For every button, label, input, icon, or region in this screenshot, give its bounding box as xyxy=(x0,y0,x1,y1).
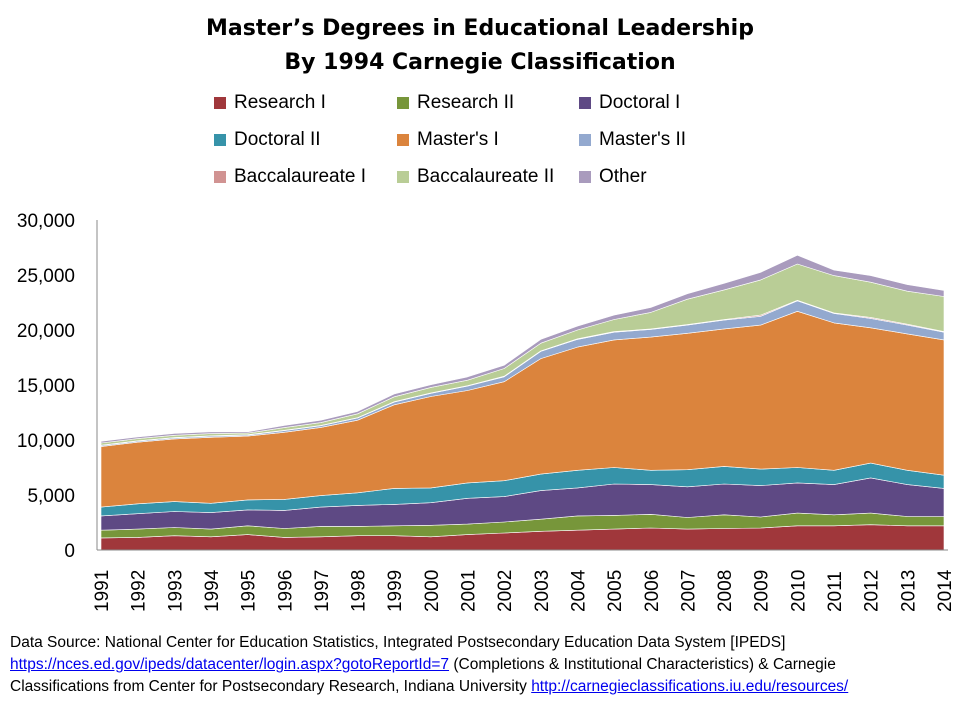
x-tick-label: 2003 xyxy=(532,570,553,612)
legend-item-baccalaureate-ii: Baccalaureate II xyxy=(397,166,554,188)
source-line-2: https://nces.ed.gov/ipeds/datacenter/log… xyxy=(10,654,955,676)
x-tick-label: 2008 xyxy=(715,570,736,612)
x-tick-label: 1996 xyxy=(275,570,296,612)
legend-item-other: Other xyxy=(579,166,647,188)
x-tick-label: 2002 xyxy=(495,570,516,612)
x-tick-label: 1999 xyxy=(385,570,406,612)
chart-plot: 0 5,000 10,000 15,000 20,000 25,000 30,000 1991… xyxy=(17,211,956,612)
area-series-other xyxy=(100,254,945,444)
legend-label: Master's II xyxy=(599,129,687,150)
x-tick-label: 1993 xyxy=(165,570,186,612)
legend-swatch xyxy=(397,134,409,146)
legend-swatch xyxy=(579,97,591,109)
y-tick-label: 5,000 xyxy=(27,486,75,507)
y-tick-label: 10,000 xyxy=(17,431,75,452)
ipeds-link[interactable]: https://nces.ed.gov/ipeds/datacenter/log… xyxy=(10,656,450,673)
legend-item-master-s-ii: Master's II xyxy=(579,129,686,151)
legend-item-master-s-i: Master's I xyxy=(397,129,499,151)
data-source-note: Data Source: National Center for Educati… xyxy=(10,632,955,698)
legend-label: Other xyxy=(599,166,647,187)
x-tick-label: 1991 xyxy=(92,570,113,612)
legend-label: Doctoral I xyxy=(599,92,681,113)
source-line-1: Data Source: National Center for Educati… xyxy=(10,634,786,651)
x-tick-label: 2011 xyxy=(825,571,846,612)
legend-swatch xyxy=(214,171,226,183)
legend-swatch xyxy=(397,171,409,183)
legend-swatch xyxy=(214,134,226,146)
legend-label: Baccalaureate I xyxy=(234,166,367,187)
legend-swatch xyxy=(579,171,591,183)
y-tick-label: 15,000 xyxy=(17,376,75,397)
source-line-2-text: (Completions & Institutional Characteris… xyxy=(449,656,836,673)
carnegie-link[interactable]: http://carnegieclassifications.iu.edu/re… xyxy=(531,678,849,695)
chart-title-line-1: Master’s Degrees in Educational Leadersh… xyxy=(206,16,754,41)
legend-label: Doctoral II xyxy=(234,129,321,150)
legend-item-doctoral-i: Doctoral I xyxy=(579,92,680,114)
legend-label: Research I xyxy=(234,92,326,113)
y-tick-label: 25,000 xyxy=(17,266,75,287)
x-tick-label: 2014 xyxy=(935,569,956,612)
legend-swatch xyxy=(579,134,591,146)
legend-swatch xyxy=(214,97,226,109)
x-tick-label: 2001 xyxy=(459,570,480,612)
legend-item-research-i: Research I xyxy=(214,92,326,114)
y-tick-label: 20,000 xyxy=(17,321,75,342)
legend-item-baccalaureate-i: Baccalaureate I xyxy=(214,166,366,188)
y-tick-label: 0 xyxy=(64,541,75,562)
x-tick-label: 1992 xyxy=(129,570,150,612)
legend-item-research-ii: Research II xyxy=(397,92,514,114)
x-tick-label: 1994 xyxy=(202,569,223,612)
legend-label: Research II xyxy=(417,92,515,113)
x-tick-label: 2012 xyxy=(862,570,883,612)
chart-title-line-2: By 1994 Carnegie Classification xyxy=(284,50,676,75)
x-tick-label: 2006 xyxy=(642,570,663,612)
legend-label: Master's I xyxy=(417,129,499,150)
x-tick-label: 2004 xyxy=(568,569,589,612)
source-line-3-text: Classifications from Center for Postseco… xyxy=(10,678,532,695)
legend-label: Baccalaureate II xyxy=(417,166,555,187)
x-tick-label: 2007 xyxy=(678,570,699,612)
x-tick-label: 1998 xyxy=(349,570,370,612)
x-tick-label: 1995 xyxy=(239,570,260,612)
x-tick-label: 2000 xyxy=(422,570,443,612)
y-tick-label: 30,000 xyxy=(17,211,75,232)
x-tick-label: 2009 xyxy=(752,570,773,612)
x-tick-label: 2010 xyxy=(788,570,809,612)
x-tick-label: 1997 xyxy=(312,570,333,612)
source-line-3: Classifications from Center for Postseco… xyxy=(10,676,955,698)
x-tick-label: 2013 xyxy=(898,570,919,612)
chart-title: Master’s Degrees in Educational Leadersh… xyxy=(0,12,960,80)
legend-swatch xyxy=(397,97,409,109)
legend-item-doctoral-ii: Doctoral II xyxy=(214,129,321,151)
x-tick-label: 2005 xyxy=(605,570,626,612)
